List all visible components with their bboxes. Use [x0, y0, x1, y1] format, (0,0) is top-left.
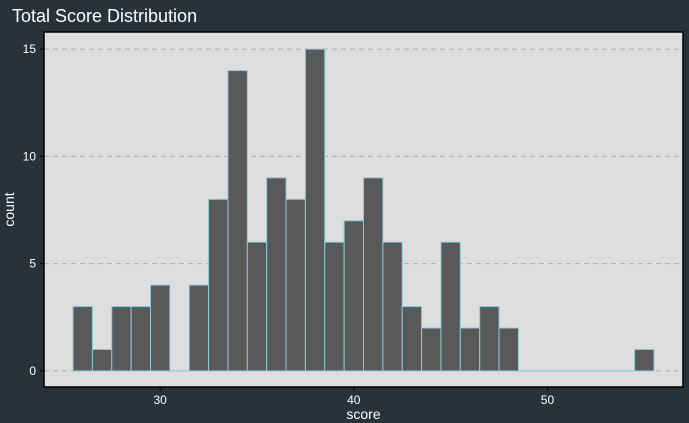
histogram-bar: [246, 241, 268, 372]
histogram-bar: [227, 70, 248, 372]
histogram-bar: [363, 177, 384, 372]
histogram-bar: [479, 306, 500, 372]
histogram-bar: [111, 306, 132, 372]
y-axis: 0 5 10 15: [23, 42, 44, 378]
x-tick-label: 50: [541, 393, 555, 407]
y-tick-label: 15: [23, 42, 37, 56]
histogram-bar: [401, 306, 423, 372]
x-tick-label: 30: [154, 393, 168, 407]
histogram-bar: [188, 284, 210, 372]
histogram-bar: [421, 327, 442, 372]
histogram-bar: [343, 220, 364, 372]
histogram-bar: [285, 198, 306, 372]
y-tick-label: 10: [23, 149, 37, 163]
y-tick-label: 0: [29, 364, 36, 378]
x-axis-title: score: [346, 406, 380, 422]
histogram-bar: [72, 306, 93, 372]
histogram-bar: [208, 198, 229, 372]
x-tick-label: 40: [347, 393, 361, 407]
histogram-bar: [324, 241, 345, 372]
plot-border: [43, 31, 684, 388]
histogram-bar: [304, 48, 326, 372]
histogram-bar: [130, 306, 152, 372]
histogram-bar: [498, 327, 519, 372]
histogram-bar: [382, 241, 403, 372]
x-axis: 30 40 50: [154, 387, 555, 407]
histogram-bar: [440, 241, 461, 372]
histogram-bar: [634, 348, 655, 372]
bars: [72, 48, 655, 372]
histogram-bar: [150, 284, 171, 372]
histogram-bar: [91, 348, 113, 372]
histogram-bar: [459, 327, 481, 372]
histogram-bar: [266, 177, 287, 372]
y-axis-title: count: [1, 192, 17, 226]
y-tick-label: 5: [29, 257, 36, 271]
chart-title: Total Score Distribution: [12, 6, 197, 26]
